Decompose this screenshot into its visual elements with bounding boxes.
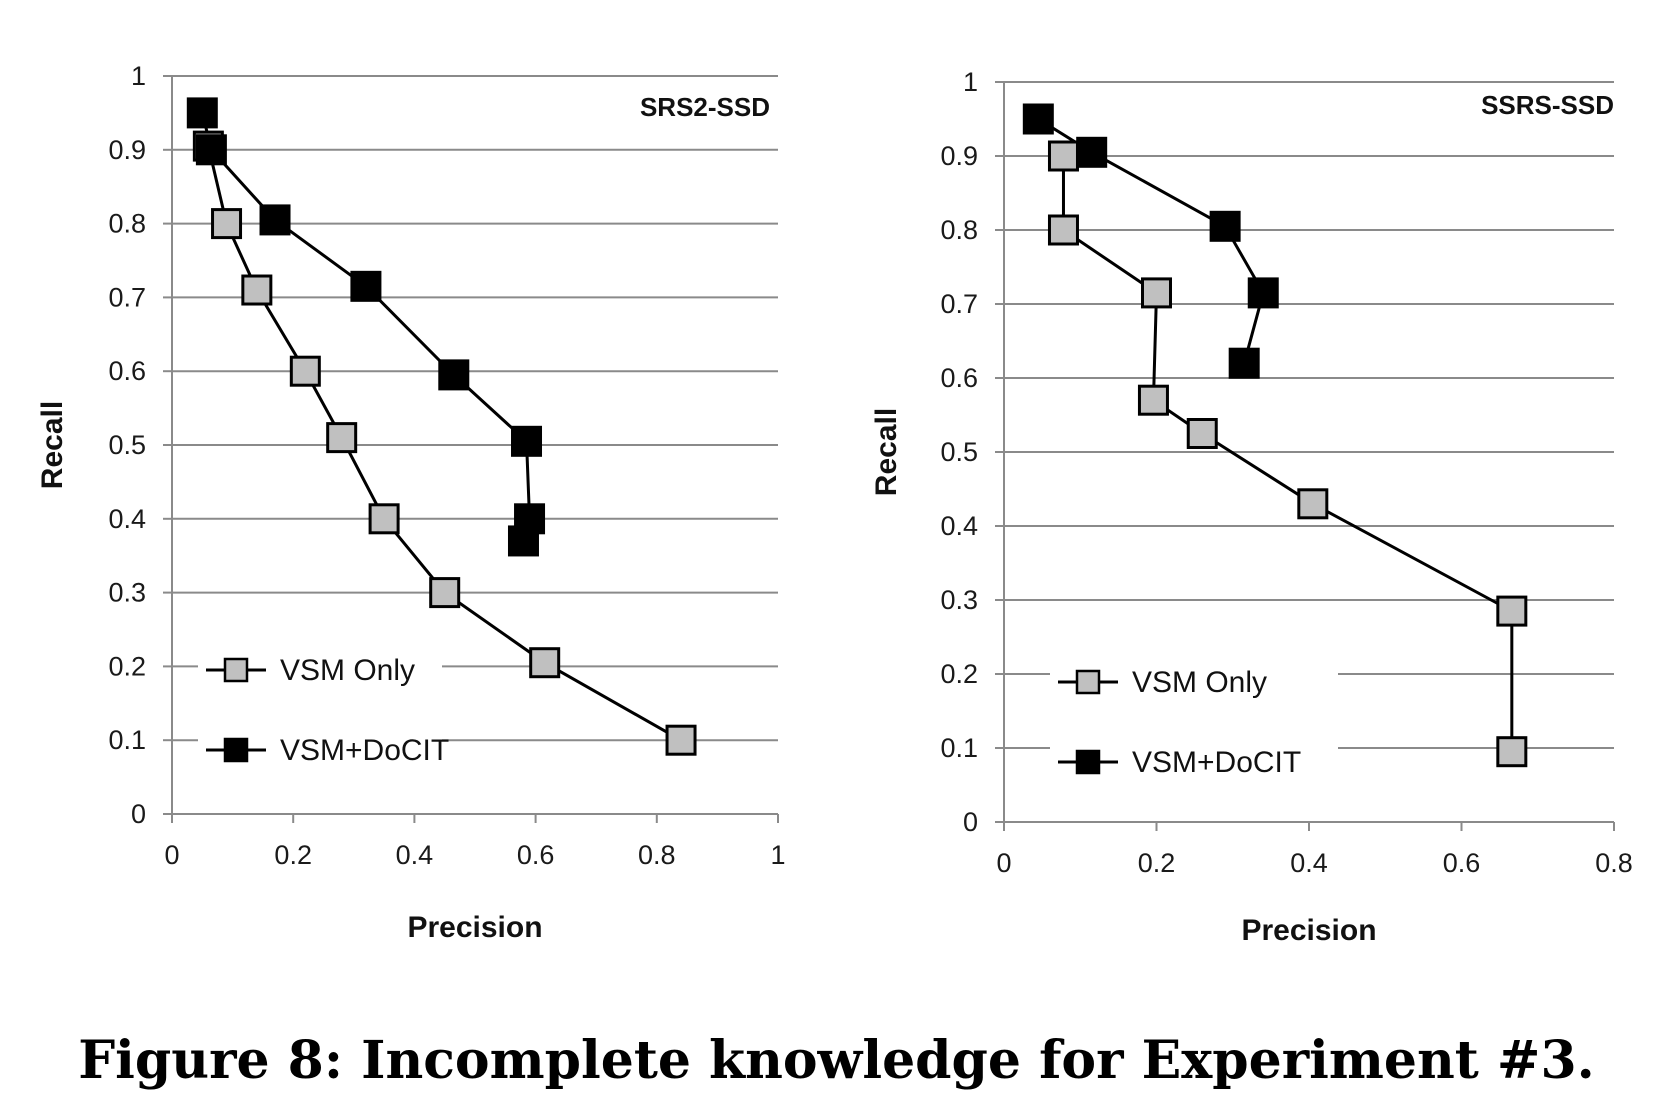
data-point-vsm-docit <box>259 204 291 236</box>
chart-ssrs-ssd: 0 0.1 0.2 0.3 0.4 0.5 0.6 0.7 0.8 0.9 1 0 0.2 0.4 0.6 0… <box>870 67 1633 947</box>
y-tick-label: 0.1 <box>108 725 146 755</box>
y-tick-label: 0.8 <box>940 215 978 245</box>
y-tick-label: 0.6 <box>940 363 978 393</box>
data-point-vsm-docit <box>1209 210 1241 242</box>
data-point-vsm-docit <box>1228 347 1260 379</box>
x-axis-title: Precision <box>407 911 542 944</box>
x-tick-label: 0.6 <box>1443 848 1481 878</box>
y-tick-label: 0.3 <box>108 578 146 608</box>
data-point-vsm-only <box>1141 277 1172 309</box>
data-point-vsm-only <box>1496 595 1528 627</box>
x-tick-label: 0 <box>164 840 179 870</box>
y-tick-label: 0.6 <box>108 356 146 386</box>
legend-marker <box>1075 669 1101 695</box>
data-point-vsm-only <box>1297 488 1329 520</box>
y-tick-label: 1 <box>131 61 146 91</box>
legend-label: VSM Only <box>1132 666 1267 699</box>
y-tick-label: 0 <box>963 807 978 837</box>
y-tick-label: 0.5 <box>940 437 978 467</box>
data-point-vsm-only <box>529 647 561 679</box>
x-tick-label: 0.4 <box>396 840 434 870</box>
data-point-vsm-only <box>211 208 243 240</box>
y-tick-label: 1 <box>963 67 978 97</box>
data-point-vsm-only <box>368 503 400 535</box>
data-point-vsm-docit <box>438 359 470 391</box>
x-tick-label: 0.8 <box>638 840 676 870</box>
data-point-vsm-docit <box>1247 277 1279 309</box>
data-point-vsm-docit <box>507 525 539 557</box>
x-tick-label: 0.6 <box>517 840 555 870</box>
data-point-vsm-only <box>326 422 358 454</box>
data-point-vsm-docit <box>350 270 382 302</box>
y-tick-label: 0.8 <box>108 209 146 239</box>
y-tick-label: 0.9 <box>108 135 146 165</box>
data-point-vsm-only <box>1186 418 1218 449</box>
data-point-vsm-docit <box>511 425 543 457</box>
legend-label: VSM+DoCIT <box>1132 746 1301 779</box>
data-point-vsm-only <box>1137 384 1169 416</box>
y-tick-label: 0.9 <box>940 141 978 171</box>
y-axis-title: Recall <box>36 401 69 489</box>
data-point-vsm-docit <box>186 97 218 129</box>
y-tick-label: 0.2 <box>108 651 146 681</box>
y-tick-label: 0.4 <box>940 511 978 541</box>
legend-marker <box>223 737 249 763</box>
y-tick-label: 0.2 <box>940 659 978 689</box>
series-line-vsm-docit <box>200 112 532 542</box>
data-point-vsm-only <box>429 577 461 609</box>
data-point-vsm-only <box>665 724 697 756</box>
legend-marker <box>1075 749 1101 775</box>
legend-marker <box>223 657 249 683</box>
y-tick-label: 0.1 <box>940 733 978 763</box>
series-line-vsm-only <box>1061 156 1514 752</box>
x-tick-label: 0.2 <box>274 840 312 870</box>
x-tick-label: 0 <box>996 848 1011 878</box>
x-tick-label: 0.4 <box>1290 848 1328 878</box>
x-tick-label: 1 <box>770 840 785 870</box>
chart-title: SSRS-SSD <box>1481 90 1614 120</box>
data-point-vsm-docit <box>1022 103 1054 135</box>
x-tick-label: 0.2 <box>1138 848 1176 878</box>
x-axis-title: Precision <box>1241 914 1376 947</box>
chart-title: SRS2-SSD <box>640 92 770 122</box>
y-tick-label: 0.3 <box>940 585 978 615</box>
y-axis-title: Recall <box>870 408 903 496</box>
chart-srs2-ssd: 0 0.1 0.2 0.3 0.4 0.5 0.6 0.7 0.8 0.9 1 0 0.2 0.4 0.6 0… <box>36 61 786 944</box>
data-point-vsm-only <box>1047 140 1079 172</box>
y-tick-label: 0.7 <box>108 282 146 312</box>
data-point-vsm-only <box>289 355 321 387</box>
y-tick-label: 0.4 <box>108 504 146 534</box>
data-point-vsm-only <box>241 274 273 306</box>
y-tick-label: 0 <box>131 799 146 829</box>
data-point-vsm-only <box>1047 214 1079 246</box>
y-tick-label: 0.7 <box>940 289 978 319</box>
y-tick-label: 0.5 <box>108 430 146 460</box>
legend-label: VSM+DoCIT <box>280 734 449 767</box>
data-point-vsm-only <box>1496 736 1528 768</box>
data-point-vsm-docit <box>1076 136 1108 168</box>
data-point-vsm-docit <box>195 134 227 166</box>
x-tick-label: 0.8 <box>1595 848 1633 878</box>
figure-caption: Figure 8: Incomplete knowledge for Exper… <box>78 1030 1595 1091</box>
legend-label: VSM Only <box>280 654 415 687</box>
